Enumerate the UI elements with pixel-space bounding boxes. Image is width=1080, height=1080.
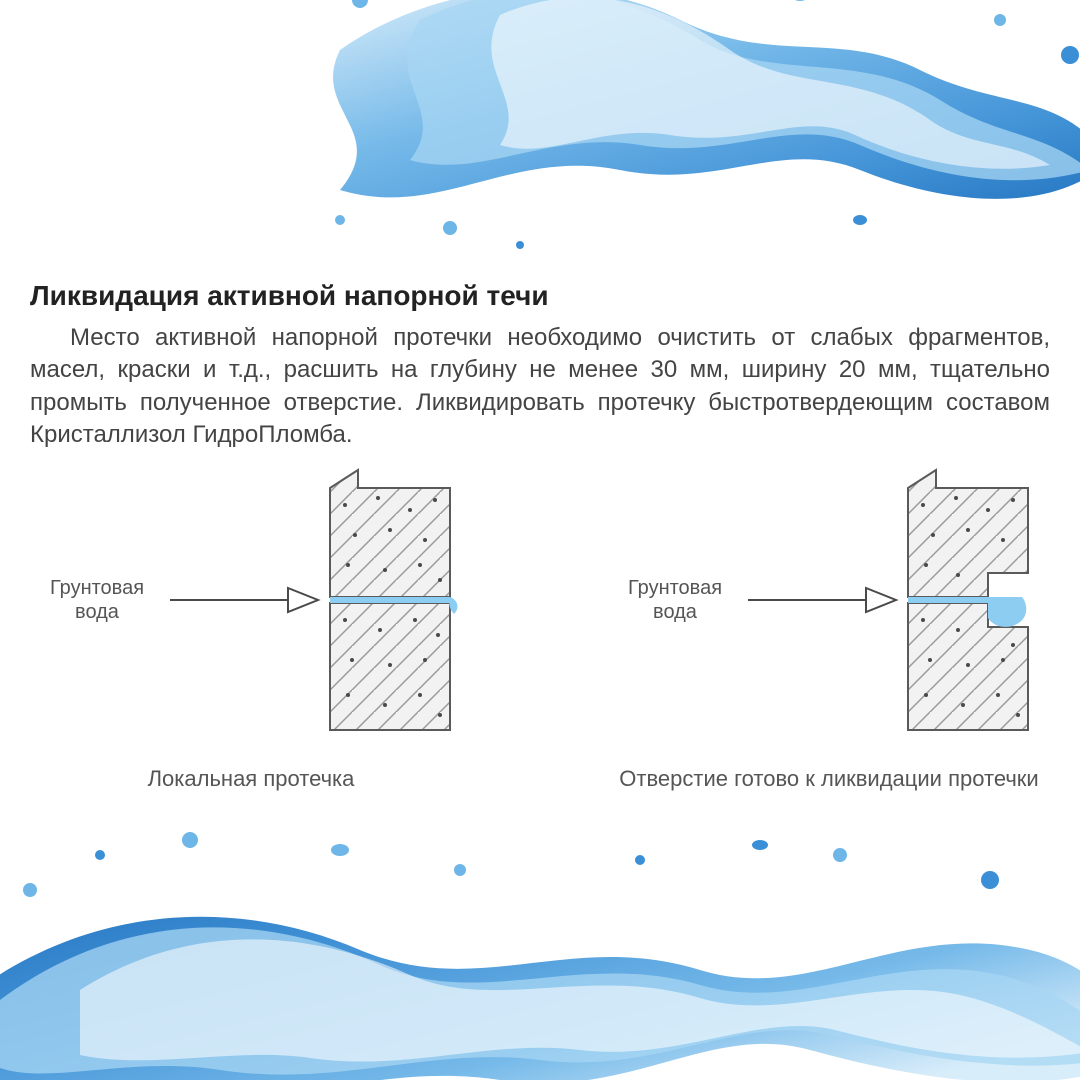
arrow-label-right-line1: Грунтовая <box>628 577 722 599</box>
arrow-label-left-line2: вода <box>75 601 119 623</box>
text-block: Ликвидация активной напорной течи Место … <box>30 280 1050 452</box>
heading: Ликвидация активной напорной течи <box>30 280 1050 312</box>
body-paragraph: Место активной напорной протечки необход… <box>30 322 1050 452</box>
arrow-label-left: Грунтовая вода <box>32 576 162 624</box>
water-splash-top <box>300 0 1080 280</box>
caption-left: Локальная протечка <box>148 766 355 792</box>
arrow-label-right: Грунтовая вода <box>610 576 740 624</box>
diagram-right-svg <box>748 460 1048 740</box>
diagrams-row: Грунтовая вода <box>0 460 1080 792</box>
arrow-label-right-line2: вода <box>653 601 697 623</box>
diagram-left-svg <box>170 460 470 740</box>
water-splash-bottom <box>0 800 1080 1080</box>
diagram-left: Грунтовая вода <box>32 460 470 792</box>
arrow-label-left-line1: Грунтовая <box>50 577 144 599</box>
caption-right: Отверстие готово к ликвидации протечки <box>619 766 1038 792</box>
diagram-right: Грунтовая вода <box>610 460 1048 792</box>
